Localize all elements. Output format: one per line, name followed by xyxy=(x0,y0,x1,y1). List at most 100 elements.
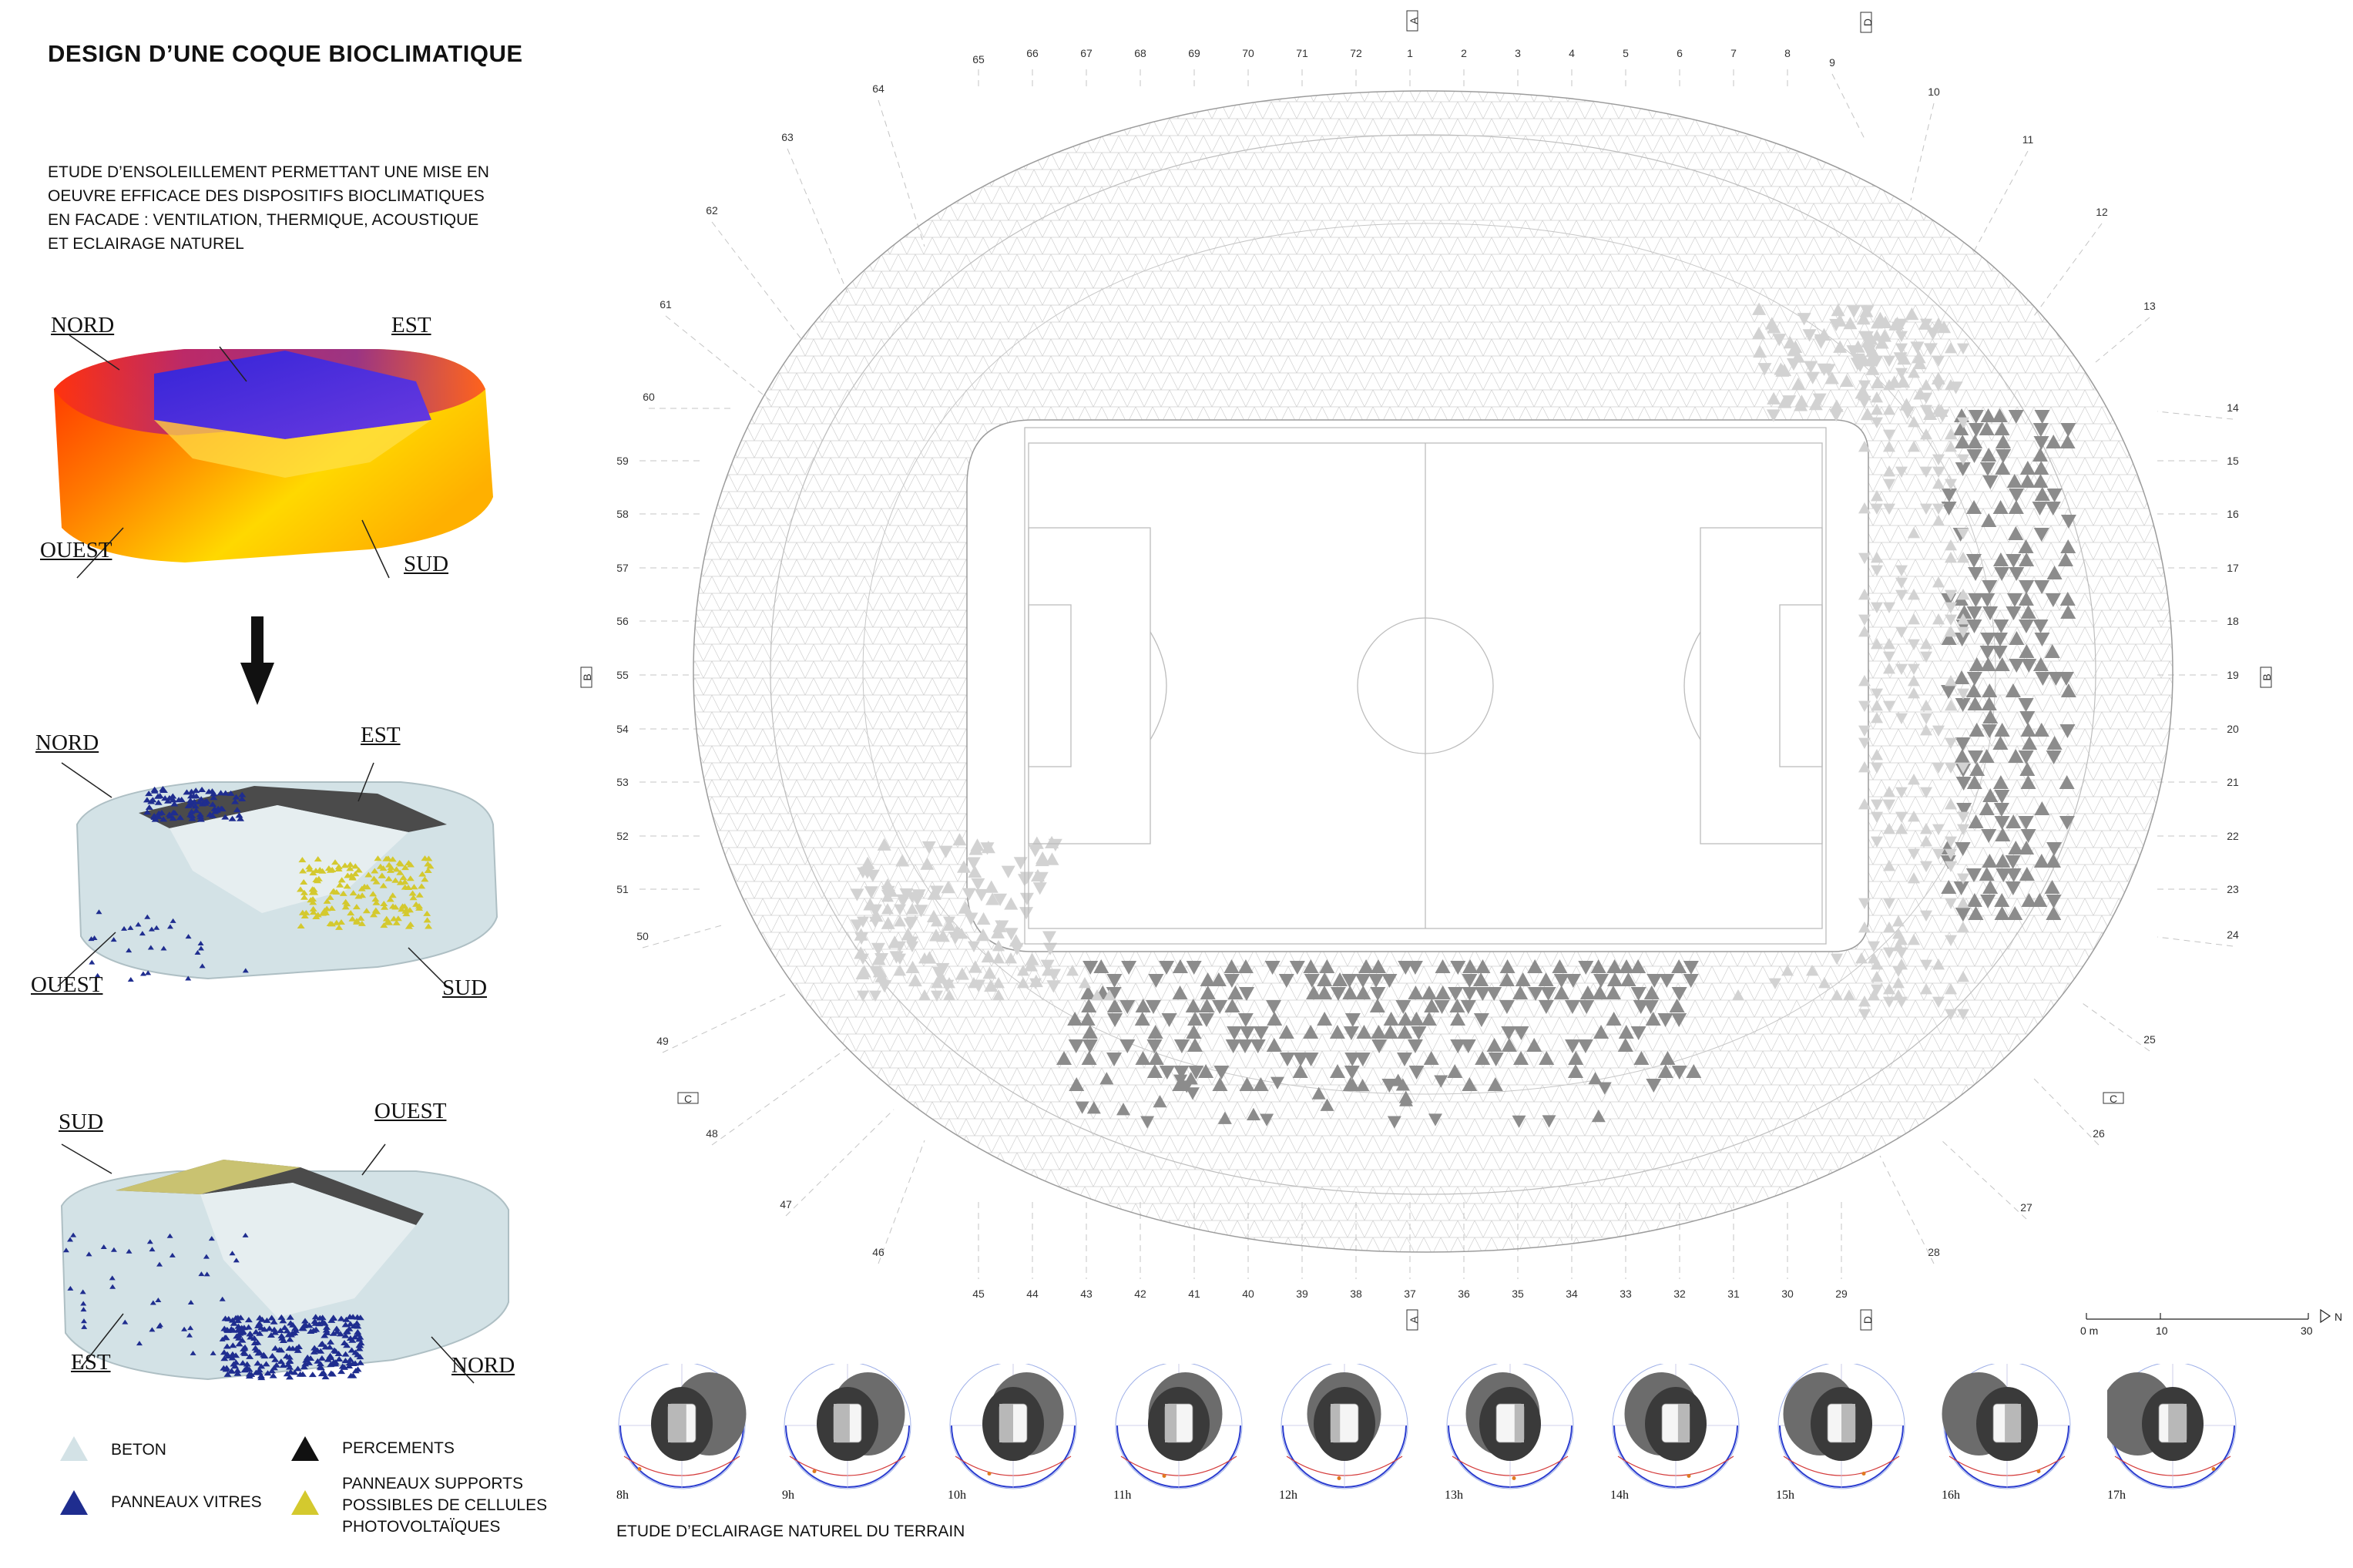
opening-swatch-icon xyxy=(291,1436,319,1461)
view1-label-ouest: OUEST xyxy=(31,972,103,997)
axis-label-top: 72 xyxy=(1350,47,1362,59)
axis-label-diagonal: 61 xyxy=(660,298,672,311)
section-a-top: A xyxy=(1408,17,1420,25)
sun-study-thumbnail: 10h xyxy=(948,1362,1094,1503)
north-label: N xyxy=(2335,1311,2342,1323)
section-d-bottom: D xyxy=(1861,1316,1874,1324)
roof-panel-pattern xyxy=(850,302,2076,1129)
sun-study-thumbnail: 14h xyxy=(1610,1362,1757,1503)
axis-label-diagonal: 10 xyxy=(1928,86,1940,98)
axis-label-left: 51 xyxy=(616,883,629,895)
pv-panel-swatch-icon xyxy=(291,1490,319,1515)
intro-line: ETUDE D’ENSOLEILLEMENT PERMETTANT UNE MI… xyxy=(48,163,489,181)
sun-study-caption: ETUDE D’ECLAIRAGE NATUREL DU TERRAIN xyxy=(616,1523,965,1540)
axis-label-bottom: 43 xyxy=(1080,1288,1093,1300)
axis-label-right: 18 xyxy=(2227,615,2239,627)
axis-label-bottom: 41 xyxy=(1188,1288,1200,1300)
glass-panel-swatch-icon xyxy=(60,1490,88,1515)
axis-label-diagonal: 9 xyxy=(1829,56,1835,69)
sun-study-thumbnail: 12h xyxy=(1279,1362,1425,1503)
axis-label-top: 8 xyxy=(1784,47,1791,59)
axis-label-bottom: 44 xyxy=(1026,1288,1039,1300)
section-a-bottom: A xyxy=(1408,1316,1420,1324)
beton-swatch-icon xyxy=(60,1436,88,1461)
pv-panel-rim xyxy=(116,1160,300,1194)
axis-label-top: 1 xyxy=(1407,47,1413,59)
intro-line: EN FACADE : VENTILATION, THERMIQUE, ACOU… xyxy=(48,211,479,229)
axis-label-right: 15 xyxy=(2227,455,2239,467)
axis-label-top: 3 xyxy=(1515,47,1521,59)
axis-label-top: 5 xyxy=(1623,47,1629,59)
roof-mid-ring xyxy=(862,223,1996,1095)
axis-label-top: 4 xyxy=(1569,47,1575,59)
axis-label-left: 52 xyxy=(616,830,629,842)
view2-label-est: EST xyxy=(71,1350,111,1375)
axis-label-top: 70 xyxy=(1242,47,1254,59)
axis-label-top: 69 xyxy=(1188,47,1200,59)
sun-study-hour: 14h xyxy=(1610,1489,1629,1502)
intro-line: OEUVRE EFFICACE DES DISPOSITIFS BIOCLIMA… xyxy=(48,187,485,205)
scale-bar: 0 m 10 30 N xyxy=(2080,1308,2342,1337)
axis-label-left: 57 xyxy=(616,562,629,574)
axis-label-top: 71 xyxy=(1296,47,1308,59)
scale-thirty: 30 xyxy=(2301,1325,2313,1337)
axis-label-diagonal: 14 xyxy=(2227,401,2239,414)
sun-study-hour: 13h xyxy=(1445,1489,1463,1502)
stadium-roof-plan: 65 66 67 68 69 70 71 72 1 2 3 4 5 6 7 845 44 43 42 41 40 39 38… xyxy=(580,10,2342,1337)
sun-study-thumbnail: 13h xyxy=(1445,1362,1591,1503)
axis-label-bottom: 39 xyxy=(1296,1288,1308,1300)
axis-label-left: 56 xyxy=(616,615,629,627)
axis-label-diagonal: 12 xyxy=(2096,206,2108,218)
scale-ten: 10 xyxy=(2156,1325,2168,1337)
legend-pv: PANNEAUX SUPPORTS POSSIBLES DE CELLULES … xyxy=(342,1475,548,1536)
axis-label-top: 68 xyxy=(1134,47,1146,59)
axis-label-bottom: 45 xyxy=(972,1288,985,1300)
axis-label-bottom: 31 xyxy=(1727,1288,1740,1300)
sun-study-hour: 16h xyxy=(1942,1489,1960,1502)
section-b-right: B xyxy=(2261,673,2273,680)
axis-label-top: 2 xyxy=(1461,47,1467,59)
football-pitch xyxy=(1024,427,1827,945)
axis-label-bottom: 40 xyxy=(1242,1288,1254,1300)
view1-label-nord: NORD xyxy=(35,730,99,755)
legend-vitres: PANNEAUX VITRES xyxy=(111,1493,262,1511)
shell-view-south-west xyxy=(60,1143,509,1384)
sun-study-thumbnail: 8h xyxy=(616,1362,763,1503)
axis-label-right: 21 xyxy=(2227,776,2239,788)
heatmap-label-nord: NORD xyxy=(51,313,115,337)
axis-label-left: 55 xyxy=(616,669,629,681)
axis-label-diagonal: 26 xyxy=(2093,1127,2105,1140)
sun-study-thumbnail: 16h xyxy=(1942,1362,2088,1503)
sun-study-hour: 17h xyxy=(2107,1489,2126,1502)
axis-label-diagonal: 46 xyxy=(872,1246,884,1258)
glazed-panel-cluster xyxy=(62,1232,365,1381)
shell-view-north-east xyxy=(57,762,498,987)
axis-label-diagonal: 48 xyxy=(706,1127,718,1140)
axis-label-left: 53 xyxy=(616,776,629,788)
axis-label-diagonal: 49 xyxy=(656,1035,669,1047)
north-arrow-icon xyxy=(2320,1308,2331,1324)
sun-study-thumbnail: 11h xyxy=(1113,1362,1260,1503)
section-d-top: D xyxy=(1861,18,1874,26)
legend-beton: BETON xyxy=(111,1441,166,1459)
sun-study-thumbnail: 17h xyxy=(2100,1362,2254,1503)
axis-label-left: 59 xyxy=(616,455,629,467)
sun-study-hour: 15h xyxy=(1776,1489,1794,1502)
structural-grid xyxy=(639,69,2234,1279)
legend-percements: PERCEMENTS xyxy=(342,1439,455,1457)
axis-label-left: 54 xyxy=(616,723,629,735)
axis-label-bottom: 29 xyxy=(1835,1288,1848,1300)
axis-label-diagonal: 62 xyxy=(706,204,718,217)
axis-label-right: 20 xyxy=(2227,723,2239,735)
scale-zero: 0 m xyxy=(2080,1325,2098,1337)
heatmap-shell-render xyxy=(54,334,493,579)
axis-label-diagonal: 47 xyxy=(780,1198,792,1210)
axis-label-bottom: 36 xyxy=(1458,1288,1470,1300)
pv-panel-cluster xyxy=(297,855,435,930)
axis-label-diagonal: 11 xyxy=(2022,133,2034,146)
axis-label-bottom: 32 xyxy=(1673,1288,1686,1300)
axis-label-diagonal: 24 xyxy=(2227,928,2239,941)
axis-label-top: 65 xyxy=(972,53,985,65)
intro-text: ETUDE D’ENSOLEILLEMENT PERMETTANT UNE MI… xyxy=(48,160,541,256)
sun-study-hour: 11h xyxy=(1113,1489,1132,1502)
